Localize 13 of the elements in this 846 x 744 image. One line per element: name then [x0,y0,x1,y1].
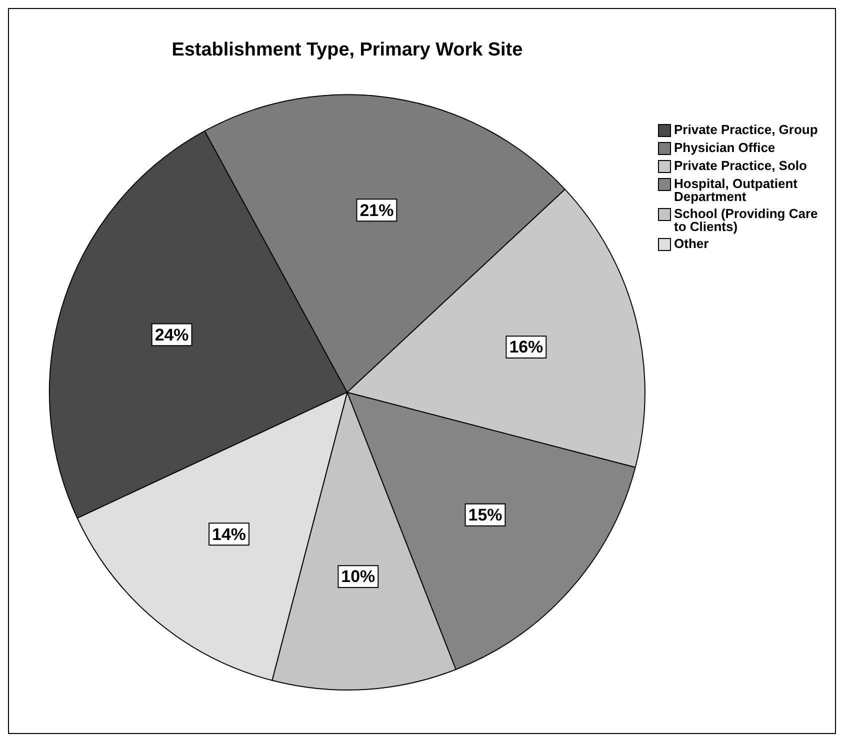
data-label: 14% [212,524,246,544]
chart-title: Establishment Type, Primary Work Site [172,40,523,61]
data-label: 15% [468,506,502,525]
legend-label: Private Practice, Group [674,122,818,137]
data-label: 16% [509,338,544,357]
legend-label: School (Providing Care to Clients) [674,206,819,234]
legend-label: Other [674,236,709,251]
legend-label: Physician Office [674,140,776,155]
data-label: 21% [360,200,394,220]
data-label: 24% [154,325,189,344]
data-label: 10% [341,567,376,586]
legend-label: Private Practice, Solo [674,158,807,173]
legend-label: Hospital, Outpatient Department [674,176,798,204]
